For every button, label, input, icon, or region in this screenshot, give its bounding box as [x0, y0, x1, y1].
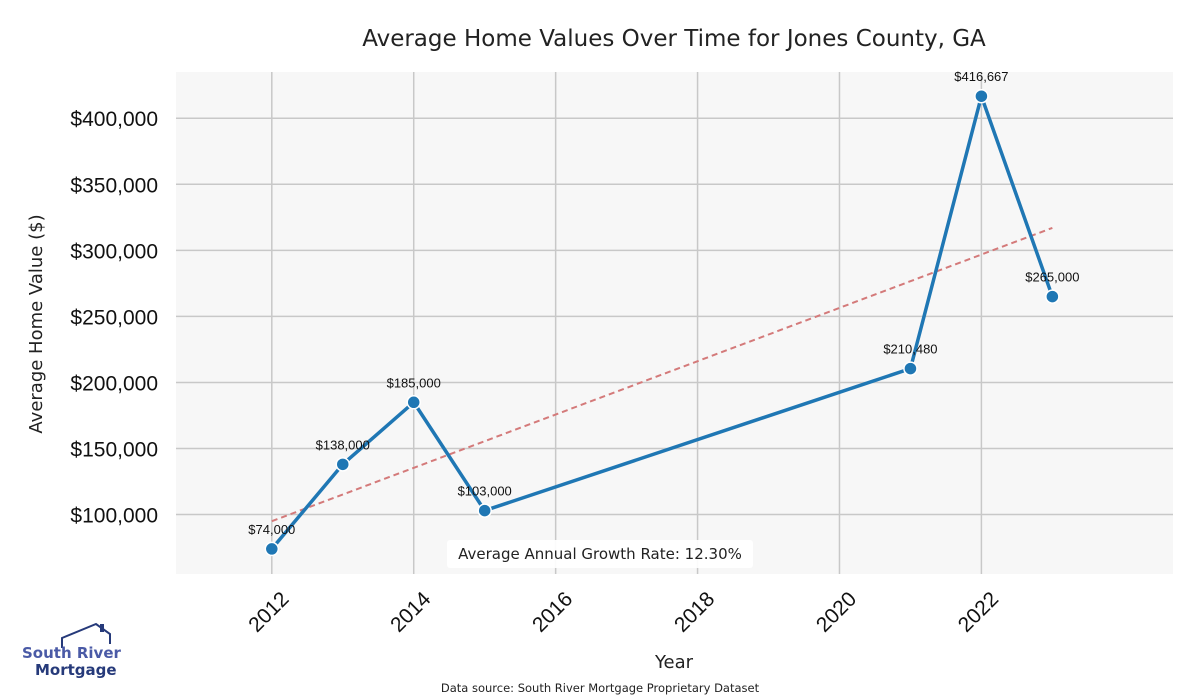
data-point: [406, 395, 421, 410]
y-tick-label: $150,000: [70, 439, 158, 462]
trendline: [271, 226, 1053, 523]
x-tick-label: 2016: [528, 587, 577, 636]
x-tick-label: 2014: [386, 587, 436, 637]
growth-rate-text: Average Annual Growth Rate: 12.30%: [458, 545, 742, 563]
data-label: $185,000: [387, 375, 441, 390]
chart-title: Average Home Values Over Time for Jones …: [362, 26, 986, 52]
grid: [176, 72, 1173, 574]
data-source: Data source: South River Mortgage Propri…: [441, 681, 760, 695]
y-tick-label: $350,000: [70, 174, 158, 197]
x-tick-label: 2022: [954, 587, 1003, 636]
y-axis-label: Average Home Value ($): [26, 214, 47, 433]
data-label: $416,667: [954, 69, 1008, 84]
x-tick-label: 2018: [670, 587, 719, 636]
data-point: [264, 541, 280, 557]
data-label: $265,000: [1025, 270, 1079, 285]
house-roof-icon: [61, 622, 111, 648]
data-point: [477, 503, 492, 518]
growth-rate-annotation: Average Annual Growth Rate: 12.30%: [447, 540, 753, 568]
y-axis-ticks: $100,000 $150,000 $200,000 $250,000 $300,000…: [70, 108, 158, 527]
plot-area: [176, 72, 1173, 574]
data-label: $103,000: [458, 484, 512, 499]
data-label: $138,000: [316, 437, 370, 452]
south-river-logo: South River Mortgage: [22, 622, 122, 679]
data-points: [264, 88, 1060, 557]
logo-line-1: South River: [22, 644, 122, 662]
y-tick-label: $100,000: [70, 505, 158, 528]
y-tick-label: $200,000: [70, 372, 158, 395]
y-tick-label: $300,000: [70, 240, 158, 263]
annotation-box: [447, 540, 753, 568]
chimney-icon: [100, 624, 104, 632]
x-axis-ticks: 2012 2014 2016 2018 2020 2022: [244, 587, 1003, 637]
data-point: [1045, 289, 1060, 304]
logo-line-2: Mortgage: [35, 661, 117, 679]
y-tick-label: $250,000: [70, 306, 158, 329]
x-tick-label: 2020: [812, 587, 861, 636]
data-point: [974, 88, 989, 104]
trendline-path: [271, 226, 1053, 523]
y-tick-label: $400,000: [70, 108, 158, 131]
x-tick-label: 2012: [244, 587, 293, 636]
data-point: [903, 361, 918, 376]
data-label: $210,480: [883, 342, 937, 357]
data-labels: $74,000 $138,000 $185,000 $103,000 $210,480 $…: [248, 69, 1079, 537]
x-axis-label: Year: [654, 652, 694, 673]
data-point: [335, 457, 351, 472]
data-label: $74,000: [248, 522, 295, 537]
